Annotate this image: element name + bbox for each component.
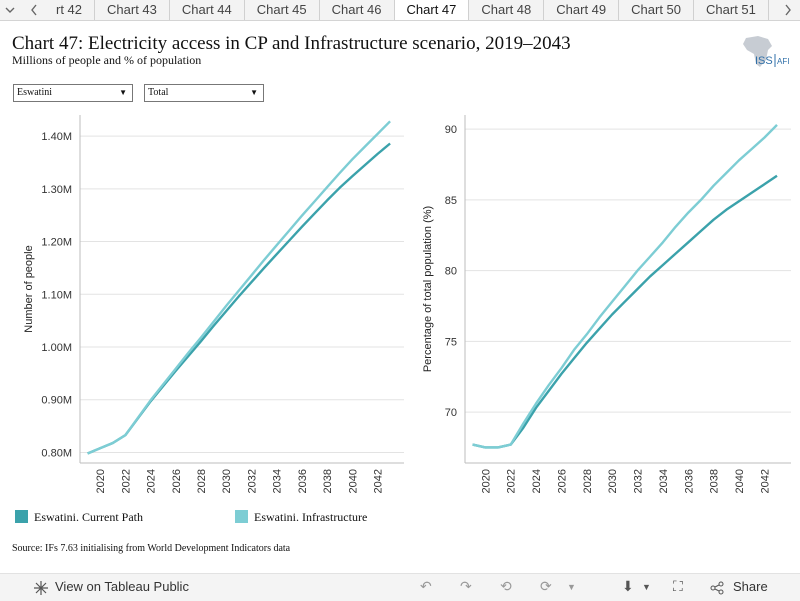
legend-swatch: [235, 510, 248, 523]
share-icon[interactable]: [710, 581, 724, 595]
y-tick-label: 0.80M: [41, 447, 72, 459]
tab-chart[interactable]: Chart 43: [95, 0, 170, 20]
x-tick-label: 2036: [683, 469, 695, 493]
tab-chart[interactable]: Chart 47: [394, 0, 470, 20]
legend-swatch: [15, 510, 28, 523]
y-tick-label: 85: [445, 195, 457, 207]
y-tick-label: 1.00M: [41, 342, 72, 354]
x-tick-label: 2028: [582, 469, 594, 493]
y-tick-label: 1.40M: [41, 131, 72, 143]
y-tick-label: 70: [445, 407, 457, 419]
chevron-down-icon: [5, 7, 15, 13]
x-tick-label: 2020: [480, 469, 492, 493]
tab-chart[interactable]: rt 42: [44, 0, 96, 20]
y-tick-label: 1.10M: [41, 289, 72, 301]
x-tick-label: 2030: [607, 469, 619, 493]
chart-subtitle: Millions of people and % of population: [12, 53, 202, 67]
x-tick-label: 2022: [120, 469, 132, 493]
refresh-options-icon[interactable]: ▼: [567, 582, 576, 592]
logo-suffix: AFI: [777, 57, 789, 66]
series-line-infrastructure[interactable]: [87, 120, 391, 455]
x-tick-label: 2024: [531, 469, 543, 493]
download-icon[interactable]: ⬇: [622, 578, 634, 594]
legend-item-current-path[interactable]: Eswatini. Current Path: [15, 510, 143, 525]
fullscreen-icon[interactable]: ⛶: [673, 578, 683, 594]
share-button[interactable]: Share: [733, 579, 768, 594]
dropdown-arrow-icon: ▼: [250, 88, 258, 97]
tab-chart[interactable]: Chart 46: [320, 0, 395, 20]
africa-map-icon: ISS AFI: [743, 36, 789, 67]
chevron-right-icon: [785, 4, 791, 16]
x-tick-label: 2032: [633, 469, 645, 493]
x-tick-label: 2024: [146, 469, 158, 493]
logo-text: ISS: [755, 55, 773, 67]
x-tick-label: 2036: [297, 469, 309, 493]
chart-title: Chart 47: Electricity access in CP and I…: [12, 33, 571, 54]
x-tick-label: 2038: [322, 469, 334, 493]
x-tick-label: 2032: [246, 469, 258, 493]
measure-select[interactable]: Total ▼: [144, 84, 264, 102]
series-line-infrastructure[interactable]: [472, 124, 778, 449]
x-tick-label: 2034: [658, 469, 670, 493]
x-tick-label: 2026: [556, 469, 568, 493]
tab-scroll-right[interactable]: [780, 0, 796, 20]
tab-scroll-left[interactable]: [26, 0, 42, 20]
y-tick-label: 90: [445, 124, 457, 136]
country-select[interactable]: Eswatini ▼: [13, 84, 133, 102]
redo-icon[interactable]: ↷: [460, 578, 472, 594]
x-tick-label: 2042: [759, 469, 771, 493]
tab-strip: rt 42 Chart 43 Chart 44 Chart 45 Chart 46 Cha…: [44, 0, 780, 20]
legend-item-infrastructure[interactable]: Eswatini. Infrastructure: [235, 510, 367, 525]
x-tick-label: 2040: [347, 469, 359, 493]
x-tick-label: 2040: [734, 469, 746, 493]
x-tick-label: 2028: [196, 469, 208, 493]
legend-label: Eswatini. Current Path: [34, 510, 143, 524]
y-axis-label: Number of people: [23, 245, 35, 332]
y-tick-label: 1.30M: [41, 184, 72, 196]
refresh-icon[interactable]: ⟳: [540, 578, 552, 594]
x-tick-label: 2026: [171, 469, 183, 493]
tab-chart[interactable]: Chart 49: [544, 0, 620, 20]
y-tick-label: 0.90M: [41, 395, 72, 407]
x-tick-label: 2030: [221, 469, 233, 493]
series-line-current-path[interactable]: [87, 142, 391, 455]
tableau-toolbar: View on Tableau Public ↶ ↷ ⟲ ⟳ ▼ ⬇ ▼ ⛶ S…: [0, 573, 800, 601]
tab-list-dropdown[interactable]: [2, 0, 18, 20]
dropdown-arrow-icon: ▼: [119, 88, 127, 97]
tab-chart[interactable]: Chart 50: [619, 0, 695, 20]
x-tick-label: 2020: [95, 469, 107, 493]
x-tick-label: 2038: [709, 469, 721, 493]
y-tick-label: 1.20M: [41, 237, 72, 249]
x-tick-label: 2042: [373, 469, 385, 493]
country-select-value: Eswatini: [17, 87, 52, 98]
measure-select-value: Total: [148, 87, 169, 98]
source-note: Source: IFs 7.63 initialising from World…: [12, 543, 291, 554]
iss-logo: ISS AFI: [738, 34, 790, 70]
series-line-current-path[interactable]: [472, 174, 778, 449]
y-axis-label: Percentage of total population (%): [422, 206, 434, 372]
tab-chart[interactable]: Chart 45: [245, 0, 320, 20]
y-tick-label: 75: [445, 336, 457, 348]
x-tick-label: 2034: [272, 469, 284, 493]
tab-chart[interactable]: Chart 51: [694, 0, 769, 20]
charts-area: 0.80M 0.90M 1.00M 1.10M 1.20M 1.30M 1.40M 2020 2…: [23, 115, 791, 493]
tableau-icon: [34, 581, 48, 595]
tab-chart[interactable]: Chart 48: [469, 0, 545, 20]
download-options-icon[interactable]: ▼: [642, 582, 651, 592]
view-on-tableau-link[interactable]: View on Tableau Public: [55, 579, 189, 594]
tab-chart[interactable]: Chart 44: [170, 0, 245, 20]
undo-icon[interactable]: ↶: [420, 578, 432, 594]
x-tick-label: 2022: [506, 469, 518, 493]
chevron-left-icon: [31, 4, 37, 16]
revert-icon[interactable]: ⟲: [500, 578, 512, 594]
tab-bar: rt 42 Chart 43 Chart 44 Chart 45 Chart 46 Cha…: [0, 0, 800, 21]
tab-chart[interactable]: Chart: [769, 0, 780, 20]
y-tick-label: 80: [445, 266, 457, 278]
legend-label: Eswatini. Infrastructure: [254, 510, 368, 524]
